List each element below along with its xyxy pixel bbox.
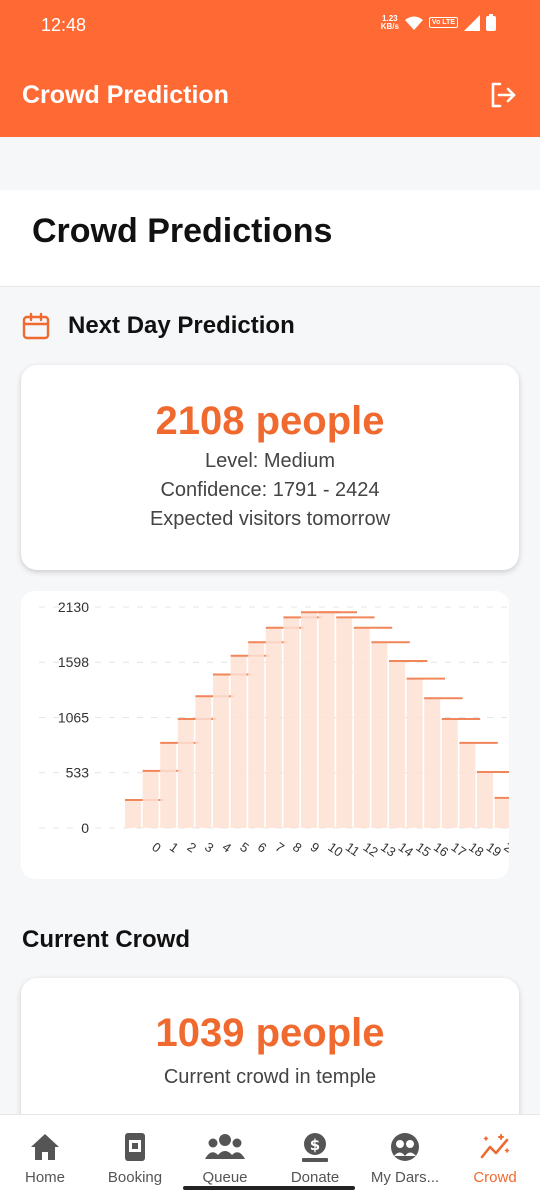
nav-label: My Dars...: [370, 1169, 440, 1186]
bar: [265, 627, 282, 828]
nav-queue[interactable]: Queue: [180, 1115, 270, 1200]
x-tick-label: 3: [202, 839, 217, 855]
prediction-caption: Expected visitors tomorrow: [149, 508, 391, 530]
x-tick-label: 18: [466, 839, 486, 860]
bar: [389, 660, 405, 828]
signal-icon: [464, 14, 480, 31]
x-tick-label: 13: [378, 839, 398, 860]
network-speed: 1.23 KB/s: [380, 13, 399, 31]
bar: [213, 674, 229, 828]
queue-icon: [205, 1134, 245, 1159]
darshan-icon: [391, 1133, 419, 1161]
bar: [318, 612, 335, 828]
x-tick-label: 14: [396, 839, 416, 860]
status-time: 12:48: [41, 15, 87, 35]
crowd-icon: [480, 1134, 510, 1159]
status-icons: 1.23 KB/s Vo LTE: [381, 14, 496, 31]
x-tick-label: 0: [149, 839, 164, 855]
next-day-prediction-card: 2108 people Level: Medium Confidence: 17…: [21, 365, 519, 570]
bar: [248, 642, 265, 828]
x-tick-label: 12: [360, 839, 380, 860]
bar: [336, 617, 353, 828]
logout-icon[interactable]: [488, 80, 518, 110]
current-caption: Current crowd in temple: [163, 1066, 377, 1088]
nav-label: Booking: [107, 1169, 163, 1186]
current-crowd-card: 1039 people Current crowd in temple: [21, 978, 519, 1138]
x-tick-label: 11: [343, 839, 363, 859]
booking-icon: [125, 1133, 145, 1161]
x-tick-label: 7: [272, 839, 287, 855]
x-tick-label: 8: [290, 839, 305, 855]
x-tick-label: 17: [448, 839, 468, 860]
bottom-nav: Home Booking Queue $ Donate My Dars... C…: [0, 1114, 540, 1200]
current-people: 1039 people: [155, 1011, 385, 1055]
y-tick-label: 533: [66, 765, 90, 781]
prediction-level: Level: Medium: [204, 450, 336, 472]
predicted-people: 2108 people: [155, 399, 385, 443]
x-tick-label: 9: [308, 839, 323, 855]
wifi-icon: [404, 16, 423, 30]
nav-crowd[interactable]: Crowd: [450, 1115, 540, 1200]
app-title: Crowd Prediction: [22, 81, 229, 109]
x-tick-label: 5: [237, 839, 252, 855]
x-tick-label: 1: [167, 839, 182, 855]
bar: [477, 771, 493, 828]
next-day-section-header: Next Day Prediction: [22, 312, 295, 340]
prediction-confidence: Confidence: 1791 - 2424: [160, 479, 380, 501]
home-icon: [31, 1134, 59, 1160]
nav-booking[interactable]: Booking: [90, 1115, 180, 1200]
y-tick-label: 1065: [58, 710, 89, 726]
x-tick-label: 16: [431, 839, 451, 860]
home-indicator: [183, 1186, 355, 1190]
y-tick-label: 1598: [58, 654, 89, 670]
x-tick-label: 10: [325, 839, 345, 860]
y-tick-label: 0: [81, 820, 89, 836]
bar: [494, 797, 509, 828]
bar: [301, 612, 317, 828]
calendar-icon: [22, 312, 50, 340]
status-bar: 12:48 1.23 KB/s Vo LTE: [0, 0, 540, 52]
donate-icon: $: [302, 1133, 328, 1162]
volte-icon: Vo LTE: [428, 17, 458, 28]
next-day-title: Next Day Prediction: [68, 312, 295, 339]
x-tick-label: 19: [484, 839, 504, 860]
svg-text:$: $: [310, 1136, 320, 1154]
x-tick-label: 2: [184, 839, 199, 855]
app-bar: Crowd Prediction: [0, 52, 540, 137]
bar: [125, 799, 141, 828]
bar: [283, 617, 300, 828]
page-title: Crowd Predictions: [32, 212, 333, 250]
nav-my-darshan[interactable]: My Dars...: [360, 1115, 450, 1200]
nav-label: Crowd: [473, 1169, 517, 1186]
bar: [142, 770, 159, 828]
bar: [160, 742, 177, 828]
bar: [406, 678, 423, 828]
battery-icon: [486, 14, 496, 31]
x-tick-label: 15: [413, 839, 433, 860]
bar: [353, 627, 370, 828]
bar: [177, 719, 194, 828]
bar: [371, 642, 388, 828]
current-crowd-title: Current Crowd: [22, 926, 190, 953]
nav-donate[interactable]: $ Donate: [270, 1115, 360, 1200]
bar: [441, 719, 458, 828]
x-tick-label: 20: [501, 839, 509, 860]
bar: [230, 655, 247, 828]
nav-label: Donate: [290, 1169, 340, 1186]
hourly-crowd-chart: 0 533 1065 1598 2130 0 1 2 3 4 5 6 7 8 9 10 11 12 13 14 15 16…: [21, 591, 509, 879]
bar: [459, 742, 476, 828]
x-tick-label: 4: [220, 839, 235, 855]
nav-home[interactable]: Home: [0, 1115, 90, 1200]
y-tick-label: 2130: [58, 599, 89, 615]
nav-label: Home: [24, 1169, 65, 1186]
bar: [424, 698, 441, 828]
nav-label: Queue: [202, 1169, 248, 1186]
bar: [195, 696, 212, 828]
page-header: Crowd Predictions: [0, 190, 540, 287]
x-tick-label: 6: [255, 839, 270, 855]
